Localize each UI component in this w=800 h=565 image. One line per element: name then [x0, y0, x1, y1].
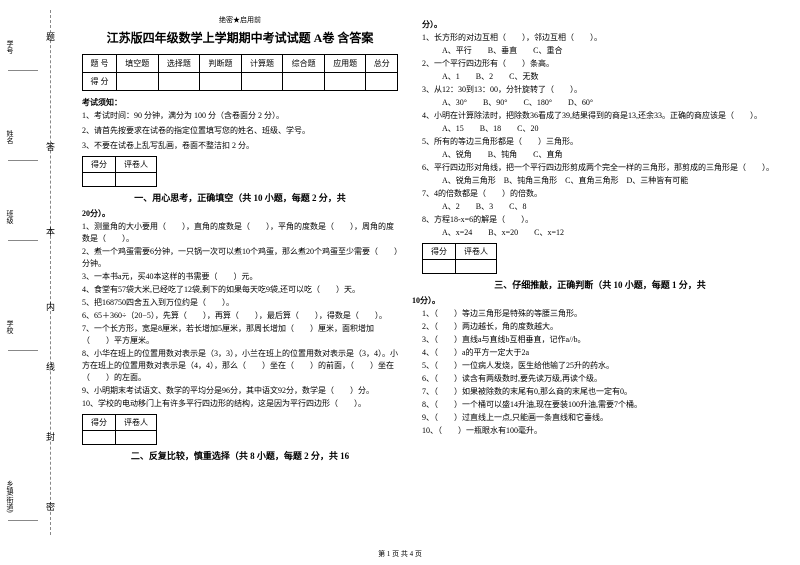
- q2-3: 3、从12：30到13：00，分针旋转了（ ）。: [422, 84, 778, 96]
- q1-3: 3、一本书a元，买40本这样的书需要（ ）元。: [82, 271, 398, 283]
- table-row: 题 号 填空题 选择题 判断题 计算题 综合题 应用题 总分: [83, 55, 398, 73]
- q2-2: 2、一个平行四边形有（ ）条高。: [422, 58, 778, 70]
- eval-score: 得分: [83, 157, 116, 173]
- fill-school: [8, 350, 38, 351]
- label-school: 学校: [5, 320, 15, 334]
- score-table: 题 号 填空题 选择题 判断题 计算题 综合题 应用题 总分 得 分: [82, 54, 398, 91]
- left-column: 绝密★启用前 江苏版四年级数学上学期期中考试试题 A卷 含答案 题 号 填空题 …: [70, 0, 410, 565]
- section2-title: 二、反复比较，慎重选择（共 8 小题，每题 2 分，共 16: [82, 449, 398, 462]
- notice-3: 3、不要在试卷上乱写乱画，卷面不整洁扣 2 分。: [82, 140, 398, 153]
- section1-title: 一、用心思考，正确填空（共 10 小题，每题 2 分，共: [82, 191, 398, 204]
- q1-2: 2、煮一个鸡蛋需要6分钟，一只锅一次可以煮10个鸡蛋，那么煮20个鸡蛋至少需要（…: [82, 246, 398, 270]
- q1-7: 7、一个长方形，宽是8厘米，若长增加5厘米，那周长增加（ ）厘米，面积增加（ ）…: [82, 323, 398, 347]
- binding-margin: 学号 姓名 班级 学校 乡镇(街道) 题 答 本 内 线 封 密: [0, 0, 70, 565]
- q2-8: 8、方程18-x=6的解是（ ）。: [422, 214, 778, 226]
- section3-title-cont: 10分）。: [412, 295, 778, 306]
- q1-1: 1、测量角的大小要用（ ），直角的度数是（ ），平角的度数是（ ），周角的度数是…: [82, 221, 398, 245]
- notice-1: 1、考试时间：90 分钟，满分为 100 分（含卷面分 2 分）。: [82, 110, 398, 123]
- th-fill: 填空题: [117, 55, 159, 73]
- q3-9: 9、（ ）过直线上一点,只能画一条直线和它垂线。: [422, 412, 778, 424]
- th-comp: 综合题: [283, 55, 325, 73]
- seal-char-top: 本: [46, 225, 55, 238]
- fill-student-id: [8, 70, 38, 71]
- th-calc: 计算题: [241, 55, 283, 73]
- q2-4o: A、15 B、18 C、20: [442, 123, 778, 135]
- confidential-label: 绝密★启用前: [82, 15, 398, 25]
- notice-2: 2、请首先按要求在试卷的指定位置填写您的姓名、班级、学号。: [82, 125, 398, 138]
- q1-4: 4、食堂有57袋大米,已经吃了12袋,剩下的如果每天吃9袋,还可以吃（ ）天。: [82, 284, 398, 296]
- td-score: 得 分: [83, 73, 117, 91]
- th-num: 题 号: [83, 55, 117, 73]
- q2-1: 1、长方形的对边互相（ ），邻边互相（ ）。: [422, 32, 778, 44]
- q2-4: 4、小明在计算除法时，把除数36看成了39,结果得到的商是13,还余33。正确的…: [422, 110, 778, 122]
- eval-table-3: 得分评卷人: [422, 243, 497, 274]
- seal-char-5: 封: [46, 430, 55, 443]
- q1-9: 9、小明期末考试语文、数学的平均分是96分，其中语文92分，数学是（ ）分。: [82, 385, 398, 397]
- th-total: 总分: [366, 55, 398, 73]
- q2-5o: A、锐角 B、钝角 C、直角: [442, 149, 778, 161]
- eval-score: 得分: [83, 415, 116, 431]
- q2-6: 6、平行四边形对角线，把一个平行四边形剪成两个完全一样的三角形，那剪成的三角形是…: [422, 162, 778, 174]
- seal-char-6: 密: [46, 500, 55, 513]
- eval-marker: 评卷人: [116, 157, 157, 173]
- exam-title: 江苏版四年级数学上学期期中考试试题 A卷 含答案: [82, 29, 398, 46]
- seal-char-1: 题: [46, 30, 55, 43]
- q3-7: 7、（ ）如果被除数的末尾有0,那么商的末尾也一定有0。: [422, 386, 778, 398]
- seal-char-4: 线: [46, 360, 55, 373]
- fill-town: [8, 520, 38, 521]
- q2-2o: A、1 B、2 C、无数: [442, 71, 778, 83]
- fill-class: [8, 240, 38, 241]
- q3-2: 2、（ ）两边越长，角的度数越大。: [422, 321, 778, 333]
- th-judge: 判断题: [200, 55, 242, 73]
- right-column: 分）。 1、长方形的对边互相（ ），邻边互相（ ）。 A、平行 B、垂直 C、重…: [410, 0, 790, 565]
- th-app: 应用题: [324, 55, 366, 73]
- label-name: 姓名: [5, 130, 15, 144]
- q2-1o: A、平行 B、垂直 C、重合: [442, 45, 778, 57]
- th-choice: 选择题: [158, 55, 200, 73]
- exam-page: 学号 姓名 班级 学校 乡镇(街道) 题 答 本 内 线 封 密 绝密★启用前 …: [0, 0, 800, 565]
- q3-5: 5、（ ）一位病人发烧，医生给他输了25升的药水。: [422, 360, 778, 372]
- q1-6: 6、65＋360÷（20−5），先算（ ），再算（ ），最后算（ ），得数是（ …: [82, 310, 398, 322]
- binding-dashed-line: [50, 10, 51, 535]
- q2-8o: A、x=24 B、x=20 C、x=12: [442, 227, 778, 239]
- eval-score: 得分: [423, 244, 456, 260]
- eval-table-2: 得分评卷人: [82, 414, 157, 445]
- q3-6: 6、（ ）读含有两级数时,要先读万级,再读个级。: [422, 373, 778, 385]
- label-class: 班级: [5, 210, 15, 224]
- q1-10: 10、学校的电动移门上有许多平行四边形的结构，这是因为平行四边形（ ）。: [82, 398, 398, 410]
- q3-1: 1、（ ）等边三角形是特殊的等腰三角形。: [422, 308, 778, 320]
- section3-title: 三、仔细推敲，正确判断（共 10 小题，每题 1 分，共: [422, 278, 778, 291]
- q2-3o: A、30° B、90° C、180° D、60°: [442, 97, 778, 109]
- seal-char-2: 答: [46, 140, 55, 153]
- notice-title: 考试须知：: [82, 97, 398, 108]
- seal-char-3: 内: [46, 300, 55, 313]
- eval-table-1: 得分评卷人: [82, 156, 157, 187]
- q2-7: 7、4的倍数都是（ ）的倍数。: [422, 188, 778, 200]
- section1-title-cont: 20分）。: [82, 208, 398, 219]
- q2-7o: A、2 B、3 C、8: [442, 201, 778, 213]
- q3-10: 10、（ ）一瓶眼水有100毫升。: [422, 425, 778, 437]
- q1-8: 8、小华在班上的位置用数对表示是（3，3），小兰在班上的位置用数对表示是（3，4…: [82, 348, 398, 384]
- label-student-id: 学号: [5, 40, 15, 54]
- eval-marker: 评卷人: [456, 244, 497, 260]
- q3-3: 3、（ ）直线a与直线b互相垂直，记作a//b。: [422, 334, 778, 346]
- q1-5: 5、把168750四舍五入到万位约是（ ）。: [82, 297, 398, 309]
- table-row: 得 分: [83, 73, 398, 91]
- q3-4: 4、（ ）a的平方一定大于2a: [422, 347, 778, 359]
- page-footer: 第 1 页 共 4 页: [0, 549, 800, 559]
- fill-name: [8, 160, 38, 161]
- label-town: 乡镇(街道): [5, 480, 15, 513]
- q2-5: 5、所有的等边三角形都是（ ）三角形。: [422, 136, 778, 148]
- eval-marker: 评卷人: [116, 415, 157, 431]
- q2-6o: A、锐角三角形 B、钝角三角形 C、直角三角形 D、三种皆有可能: [442, 175, 778, 187]
- section2-title-cont: 分）。: [422, 19, 778, 30]
- q3-8: 8、（ ）一个桶可以盛14升油,现在要装100升油,需要7个桶。: [422, 399, 778, 411]
